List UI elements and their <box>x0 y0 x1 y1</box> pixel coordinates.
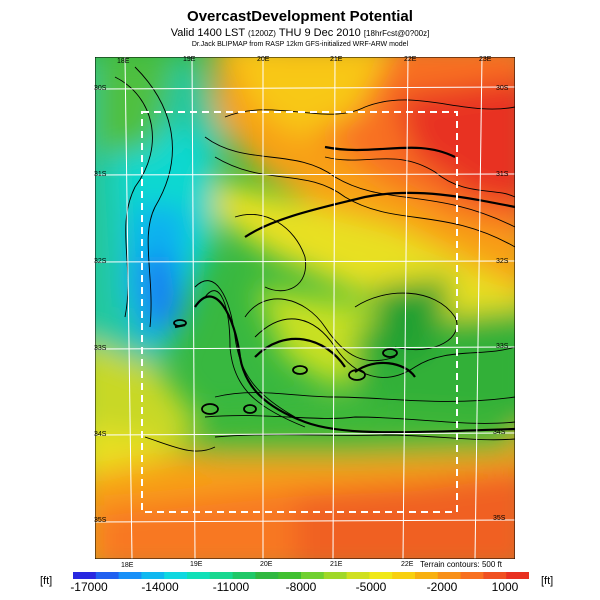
lat-right-label: 35S <box>493 515 505 522</box>
lat-left-label: 33S <box>94 345 106 352</box>
colorbar-swatch <box>187 572 210 579</box>
lat-left-label: 35S <box>94 517 106 524</box>
colorbar-tick: 1000 <box>492 580 519 594</box>
valid-time: Valid 1400 LST <box>171 27 245 39</box>
terrain-contour-note: Terrain contours: 500 ft <box>420 560 502 569</box>
colorbar-swatch <box>210 572 233 579</box>
colorbar-swatch <box>483 572 506 579</box>
lat-left-label: 32S <box>94 258 106 265</box>
colorbar-swatch <box>96 572 119 579</box>
colorbar-swatch <box>415 572 438 579</box>
lon-bottom-label: 19E <box>190 561 202 568</box>
field-layer <box>95 57 515 559</box>
map-subtitle: Valid 1400 LST (1200Z) THU 9 Dec 2010 [1… <box>0 27 600 39</box>
lat-right-label: 30S <box>496 85 508 92</box>
colorbar-unit-left: [ft] <box>40 575 52 587</box>
lon-top-label: 21E <box>330 56 342 63</box>
lon-bottom-label: 22E <box>401 561 413 568</box>
colorbar-tick: -8000 <box>286 580 317 594</box>
lon-top-label: 20E <box>257 56 269 63</box>
colorbar-unit-right: [ft] <box>541 575 553 587</box>
utc-time: (1200Z) <box>248 29 276 38</box>
colorbar-swatch <box>438 572 461 579</box>
colorbar-tick: -5000 <box>356 580 387 594</box>
lat-right-label: 31S <box>496 171 508 178</box>
forecast-code: [18hrFcst@0?00z] <box>364 29 429 38</box>
lat-right-label: 32S <box>496 258 508 265</box>
colorbar-tick: -17000 <box>70 580 107 594</box>
colorbar <box>73 572 529 579</box>
colorbar-swatch <box>461 572 484 579</box>
colorbar-swatch <box>119 572 142 579</box>
lon-bottom-label: 21E <box>330 561 342 568</box>
colorbar-swatch <box>301 572 324 579</box>
lon-top-label: 19E <box>183 56 195 63</box>
lat-left-label: 31S <box>94 171 106 178</box>
lon-bottom-label: 18E <box>121 562 133 569</box>
colorbar-swatch <box>255 572 278 579</box>
map-title: OvercastDevelopment Potential <box>0 8 600 25</box>
lat-right-label: 34S <box>493 429 505 436</box>
map-figure: { "title": "OvercastDevelopment Potentia… <box>0 0 600 600</box>
overcast-map <box>95 57 515 559</box>
colorbar-swatch <box>164 572 187 579</box>
colorbar-swatch <box>324 572 347 579</box>
colorbar-swatch <box>233 572 256 579</box>
lon-top-label: 23E <box>479 56 491 63</box>
colorbar-tick: -14000 <box>141 580 178 594</box>
lon-top-label: 18E <box>117 58 129 65</box>
colorbar-swatch <box>369 572 392 579</box>
colorbar-tick: -11000 <box>213 580 249 594</box>
valid-date: THU 9 Dec 2010 <box>279 27 361 39</box>
colorbar-swatch <box>506 572 529 579</box>
lat-left-label: 34S <box>94 431 106 438</box>
colorbar-swatch <box>141 572 164 579</box>
colorbar-swatch <box>347 572 370 579</box>
model-description: Dr.Jack BLIPMAP from RASP 12km GFS-initi… <box>0 41 600 48</box>
colorbar-tick: -2000 <box>427 580 458 594</box>
lon-bottom-label: 20E <box>260 561 272 568</box>
colorbar-swatch <box>73 572 96 579</box>
lat-left-label: 30S <box>94 85 106 92</box>
colorbar-swatch <box>392 572 415 579</box>
lat-right-label: 33S <box>496 343 508 350</box>
lon-top-label: 22E <box>404 56 416 63</box>
colorbar-swatch <box>278 572 301 579</box>
